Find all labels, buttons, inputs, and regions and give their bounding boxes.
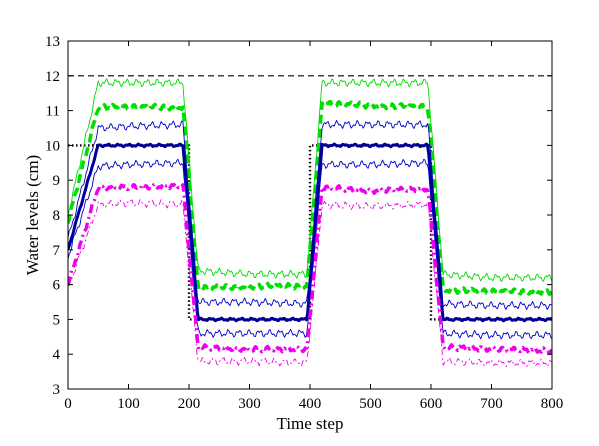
x-tick-label: 300 [238,396,261,412]
y-tick-label: 5 [53,312,61,328]
x-tick-label: 0 [64,396,72,412]
series-line-magenta_lower [68,198,552,368]
series-layer [68,75,552,368]
series-line-blue_mean [68,142,552,323]
y-tick-label: 8 [53,208,61,224]
x-axis-label: Time step [277,414,344,433]
x-tick-label: 400 [299,396,322,412]
series-line-magenta_mean [68,181,552,356]
y-tick-label: 6 [53,278,61,294]
x-tick-label: 200 [178,396,201,412]
ticks-layer: 0 100 200 300 400 500 600 700 800 3 4 5 6 7 8 9 10 11 12 13 [45,34,563,412]
series-line-blue_lower [68,158,552,340]
x-tick-label: 500 [359,396,382,412]
x-tick-label: 800 [541,396,564,412]
y-tick-label: 12 [45,69,60,85]
y-tick-label: 13 [45,34,60,50]
x-tick-label: 100 [117,396,140,412]
series-line-reference [68,144,552,321]
series-line-green_upper [68,78,552,283]
x-tick-label: 700 [480,396,503,412]
y-tick-label: 10 [45,138,60,154]
y-axis-label: Water levels (cm) [23,155,42,275]
y-tick-label: 4 [53,347,61,363]
y-tick-label: 3 [53,382,61,398]
y-tick-label: 7 [53,243,61,259]
x-tick-label: 600 [420,396,443,412]
y-tick-label: 9 [53,173,61,189]
y-tick-label: 11 [46,104,60,120]
series-line-green_mean [68,99,552,297]
